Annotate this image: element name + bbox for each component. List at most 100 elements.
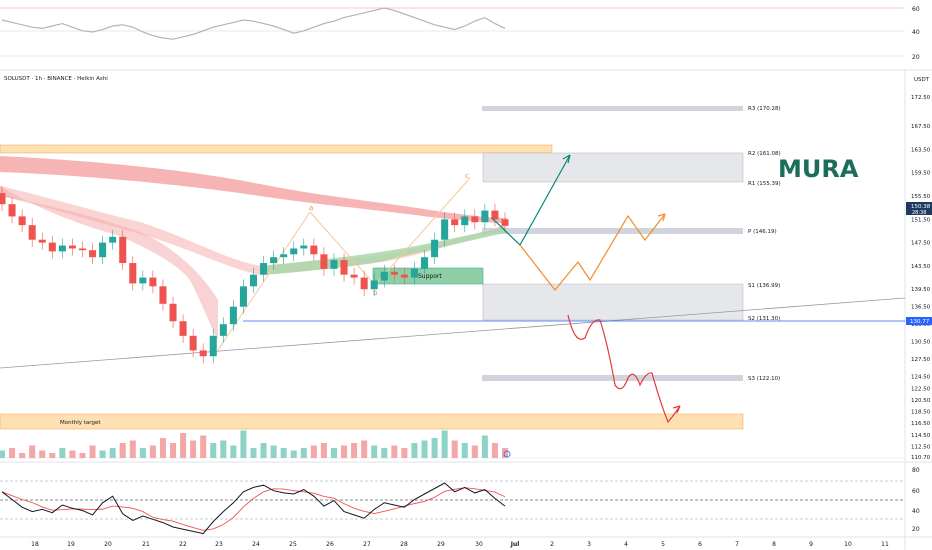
candle-body	[169, 303, 177, 322]
bear-arrowhead	[672, 405, 681, 414]
price-tick-label: 159.50	[911, 171, 931, 177]
candle-body	[209, 335, 217, 357]
r3-box	[482, 106, 743, 111]
time-tick-label: 29	[437, 541, 445, 548]
time-tick-label: 8	[772, 541, 776, 548]
candle-body	[68, 245, 76, 249]
volume-bar	[159, 438, 166, 458]
volume-bar	[49, 453, 56, 458]
candle-body	[461, 216, 469, 226]
candle-body	[360, 277, 368, 290]
time-tick-label: 6	[698, 541, 702, 548]
volume-bar	[149, 445, 156, 458]
s2-label: S2 (131.30)	[748, 316, 780, 322]
time-tick-label: 20	[104, 541, 112, 548]
wave-a-label: a	[309, 204, 313, 212]
volume-bar	[391, 445, 398, 458]
candle-body	[491, 210, 499, 220]
candle-body	[300, 245, 308, 249]
volume-settings-icon[interactable]	[503, 450, 511, 458]
candle-body	[189, 335, 197, 351]
volume-bar	[109, 448, 116, 458]
volume-bar	[119, 443, 126, 458]
volume-bar	[280, 448, 287, 458]
volume-bar	[59, 448, 66, 458]
time-tick-label: 11	[881, 541, 889, 548]
price-tick-label: 167.50	[911, 124, 931, 130]
currency-label: USDT	[914, 77, 930, 83]
volume-bars	[0, 430, 509, 458]
candle-body	[380, 271, 388, 281]
candle-body	[330, 260, 338, 269]
volume-bar	[300, 448, 307, 458]
volume-bar	[270, 445, 277, 458]
upper-resistance-zone	[0, 144, 553, 154]
candle-body	[481, 210, 489, 223]
bull-arrowhead	[562, 154, 571, 164]
rsi-tick-40: 40	[912, 508, 920, 515]
last-price-value: 150.38	[911, 204, 931, 210]
last-price-tag	[906, 202, 932, 215]
p-label: P (146.19)	[748, 229, 777, 235]
volume-bar	[481, 435, 488, 458]
candle-body	[18, 216, 26, 226]
volume-bar	[290, 450, 297, 458]
volume-bar	[99, 450, 106, 458]
top-osc-tick-40: 40	[912, 29, 920, 36]
rsi-ma-line	[1, 487, 506, 531]
time-tick-label: 30	[475, 541, 483, 548]
top-osc-tick-20: 20	[912, 54, 920, 61]
volume-bar	[361, 440, 368, 458]
wave-b-label: b	[373, 289, 378, 297]
volume-bar	[240, 430, 247, 458]
time-tick-label: 9	[809, 541, 813, 548]
volume-bar	[381, 448, 388, 458]
rsi-pane: 80 60 40 20	[0, 467, 920, 535]
candle-body	[149, 277, 157, 287]
volume-bar	[79, 453, 86, 458]
time-tick-label: 19	[67, 541, 75, 548]
volume-bar	[351, 443, 358, 458]
volume-bar	[441, 430, 448, 458]
candle-body	[38, 239, 46, 243]
symbol-line: SOLUSDT · 1h · BINANCE · Heikin Ashi	[4, 76, 108, 82]
time-tick-label: 2	[550, 541, 554, 548]
candle-body	[229, 306, 237, 325]
volume-bar	[431, 438, 438, 458]
price-tick-label: 143.50	[911, 264, 931, 270]
rsi-tick-20: 20	[912, 526, 920, 533]
s3-label: S3 (122.10)	[748, 376, 780, 382]
price-tick-label: 130.50	[911, 340, 931, 346]
time-tick-label: 27	[363, 541, 371, 548]
candle-body	[471, 216, 479, 223]
price-tick-label: 112.50	[911, 445, 931, 451]
volume-bar	[9, 448, 16, 458]
candle-body	[78, 248, 87, 251]
ascending-trendline	[0, 297, 906, 369]
price-tick-label: 172.50	[911, 95, 931, 101]
candle-body	[290, 248, 298, 255]
volume-bar	[180, 433, 187, 458]
current-line-value: 130.77	[910, 319, 930, 325]
volume-bar	[0, 450, 6, 458]
r3-label: R3 (170.28)	[748, 106, 781, 112]
candle-body	[320, 254, 328, 269]
rsi-line	[1, 482, 506, 535]
price-tick-label: 133.50	[911, 322, 931, 328]
time-tick-label: 10	[844, 541, 852, 548]
ema-ribbon	[0, 156, 507, 223]
price-tick-label: 118.50	[911, 410, 931, 416]
volume-bar	[330, 448, 337, 458]
s1-s2-box	[482, 283, 744, 321]
candle-body	[199, 350, 207, 357]
time-tick-label: 22	[179, 541, 187, 548]
bear-scenario-path	[567, 314, 681, 424]
rsi-tick-80: 80	[912, 467, 920, 474]
candle-body	[400, 274, 408, 278]
watermark-logo: MURA	[778, 155, 859, 183]
monthly-target-zone	[0, 413, 744, 430]
candle-body	[260, 263, 268, 275]
time-tick-label: Jul	[510, 541, 520, 548]
price-tick-label: 110.70	[911, 455, 931, 461]
price-tick-label: 127.50	[911, 357, 931, 363]
